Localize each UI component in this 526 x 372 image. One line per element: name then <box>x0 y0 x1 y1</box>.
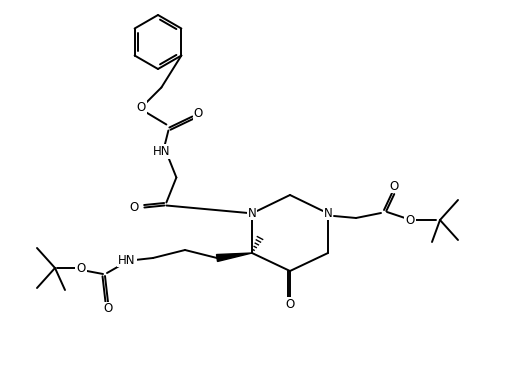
Text: O: O <box>406 214 414 227</box>
Text: HN: HN <box>153 145 170 158</box>
Text: N: N <box>248 206 256 219</box>
Text: N: N <box>323 206 332 219</box>
Text: O: O <box>286 298 295 311</box>
Polygon shape <box>217 253 252 262</box>
Text: HN: HN <box>118 253 136 266</box>
Text: O: O <box>194 107 203 120</box>
Text: O: O <box>104 302 113 315</box>
Text: O: O <box>137 101 146 114</box>
Text: O: O <box>389 180 399 192</box>
Text: O: O <box>130 201 139 214</box>
Text: O: O <box>76 262 86 275</box>
